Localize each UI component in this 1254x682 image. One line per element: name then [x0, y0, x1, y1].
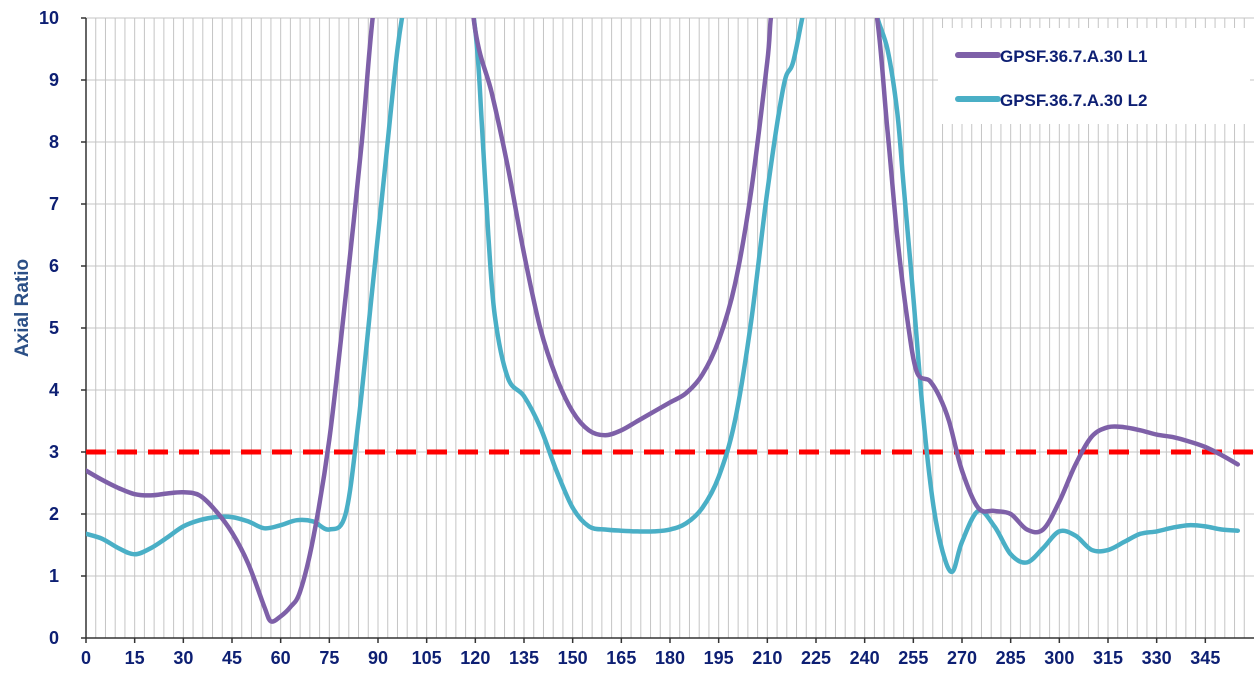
- x-tick-label: 165: [606, 648, 636, 668]
- y-tick-label: 1: [49, 566, 59, 586]
- y-tick-label: 4: [49, 380, 59, 400]
- x-tick-label: 210: [752, 648, 782, 668]
- x-tick-label: 270: [947, 648, 977, 668]
- x-tick-label: 315: [1093, 648, 1123, 668]
- y-tick-label: 3: [49, 442, 59, 462]
- y-tick-label: 5: [49, 318, 59, 338]
- x-tick-label: 195: [704, 648, 734, 668]
- x-tick-label: 60: [271, 648, 291, 668]
- y-axis-label: Axial Ratio: [12, 259, 33, 357]
- legend: GPSF.36.7.A.30 L1 GPSF.36.7.A.30 L2: [938, 28, 1250, 124]
- x-tick-label: 285: [996, 648, 1026, 668]
- legend-label-l2: GPSF.36.7.A.30 L2: [1000, 91, 1147, 110]
- series-layer: [86, 18, 1241, 624]
- y-tick-label: 10: [39, 8, 59, 28]
- x-tick-label: 75: [319, 648, 339, 668]
- x-tick-label: 90: [368, 648, 388, 668]
- x-tick-labels: 0 15 30 45 60 75 90 105 120 135 150 165 180 195 210 225…: [81, 648, 1220, 668]
- x-tick-label: 345: [1190, 648, 1220, 668]
- y-tick-label: 0: [49, 628, 59, 648]
- x-tick-label: 105: [412, 648, 442, 668]
- x-tick-label: 300: [1044, 648, 1074, 668]
- x-tick-label: 225: [801, 648, 831, 668]
- x-tick-label: 15: [125, 648, 145, 668]
- y-tick-label: 2: [49, 504, 59, 524]
- series-line-l2: [86, 18, 1241, 574]
- x-tick-label: 330: [1142, 648, 1172, 668]
- y-tick-labels: 0 1 2 3 4 5 6 7 8 9 10: [39, 8, 59, 648]
- y-tick-label: 9: [49, 70, 59, 90]
- series-line-l1: [86, 18, 1241, 624]
- x-tick-label: 120: [460, 648, 490, 668]
- x-tick-label: 45: [222, 648, 242, 668]
- y-tick-label: 7: [49, 194, 59, 214]
- x-tick-label: 240: [850, 648, 880, 668]
- x-tick-label: 180: [655, 648, 685, 668]
- y-tick-label: 8: [49, 132, 59, 152]
- legend-label-l1: GPSF.36.7.A.30 L1: [1000, 47, 1147, 66]
- legend-background: [938, 28, 1250, 124]
- x-tick-label: 150: [558, 648, 588, 668]
- y-tick-label: 6: [49, 256, 59, 276]
- x-tick-label: 30: [173, 648, 193, 668]
- x-tick-label: 255: [898, 648, 928, 668]
- x-tick-label: 0: [81, 648, 91, 668]
- x-tick-label: 135: [509, 648, 539, 668]
